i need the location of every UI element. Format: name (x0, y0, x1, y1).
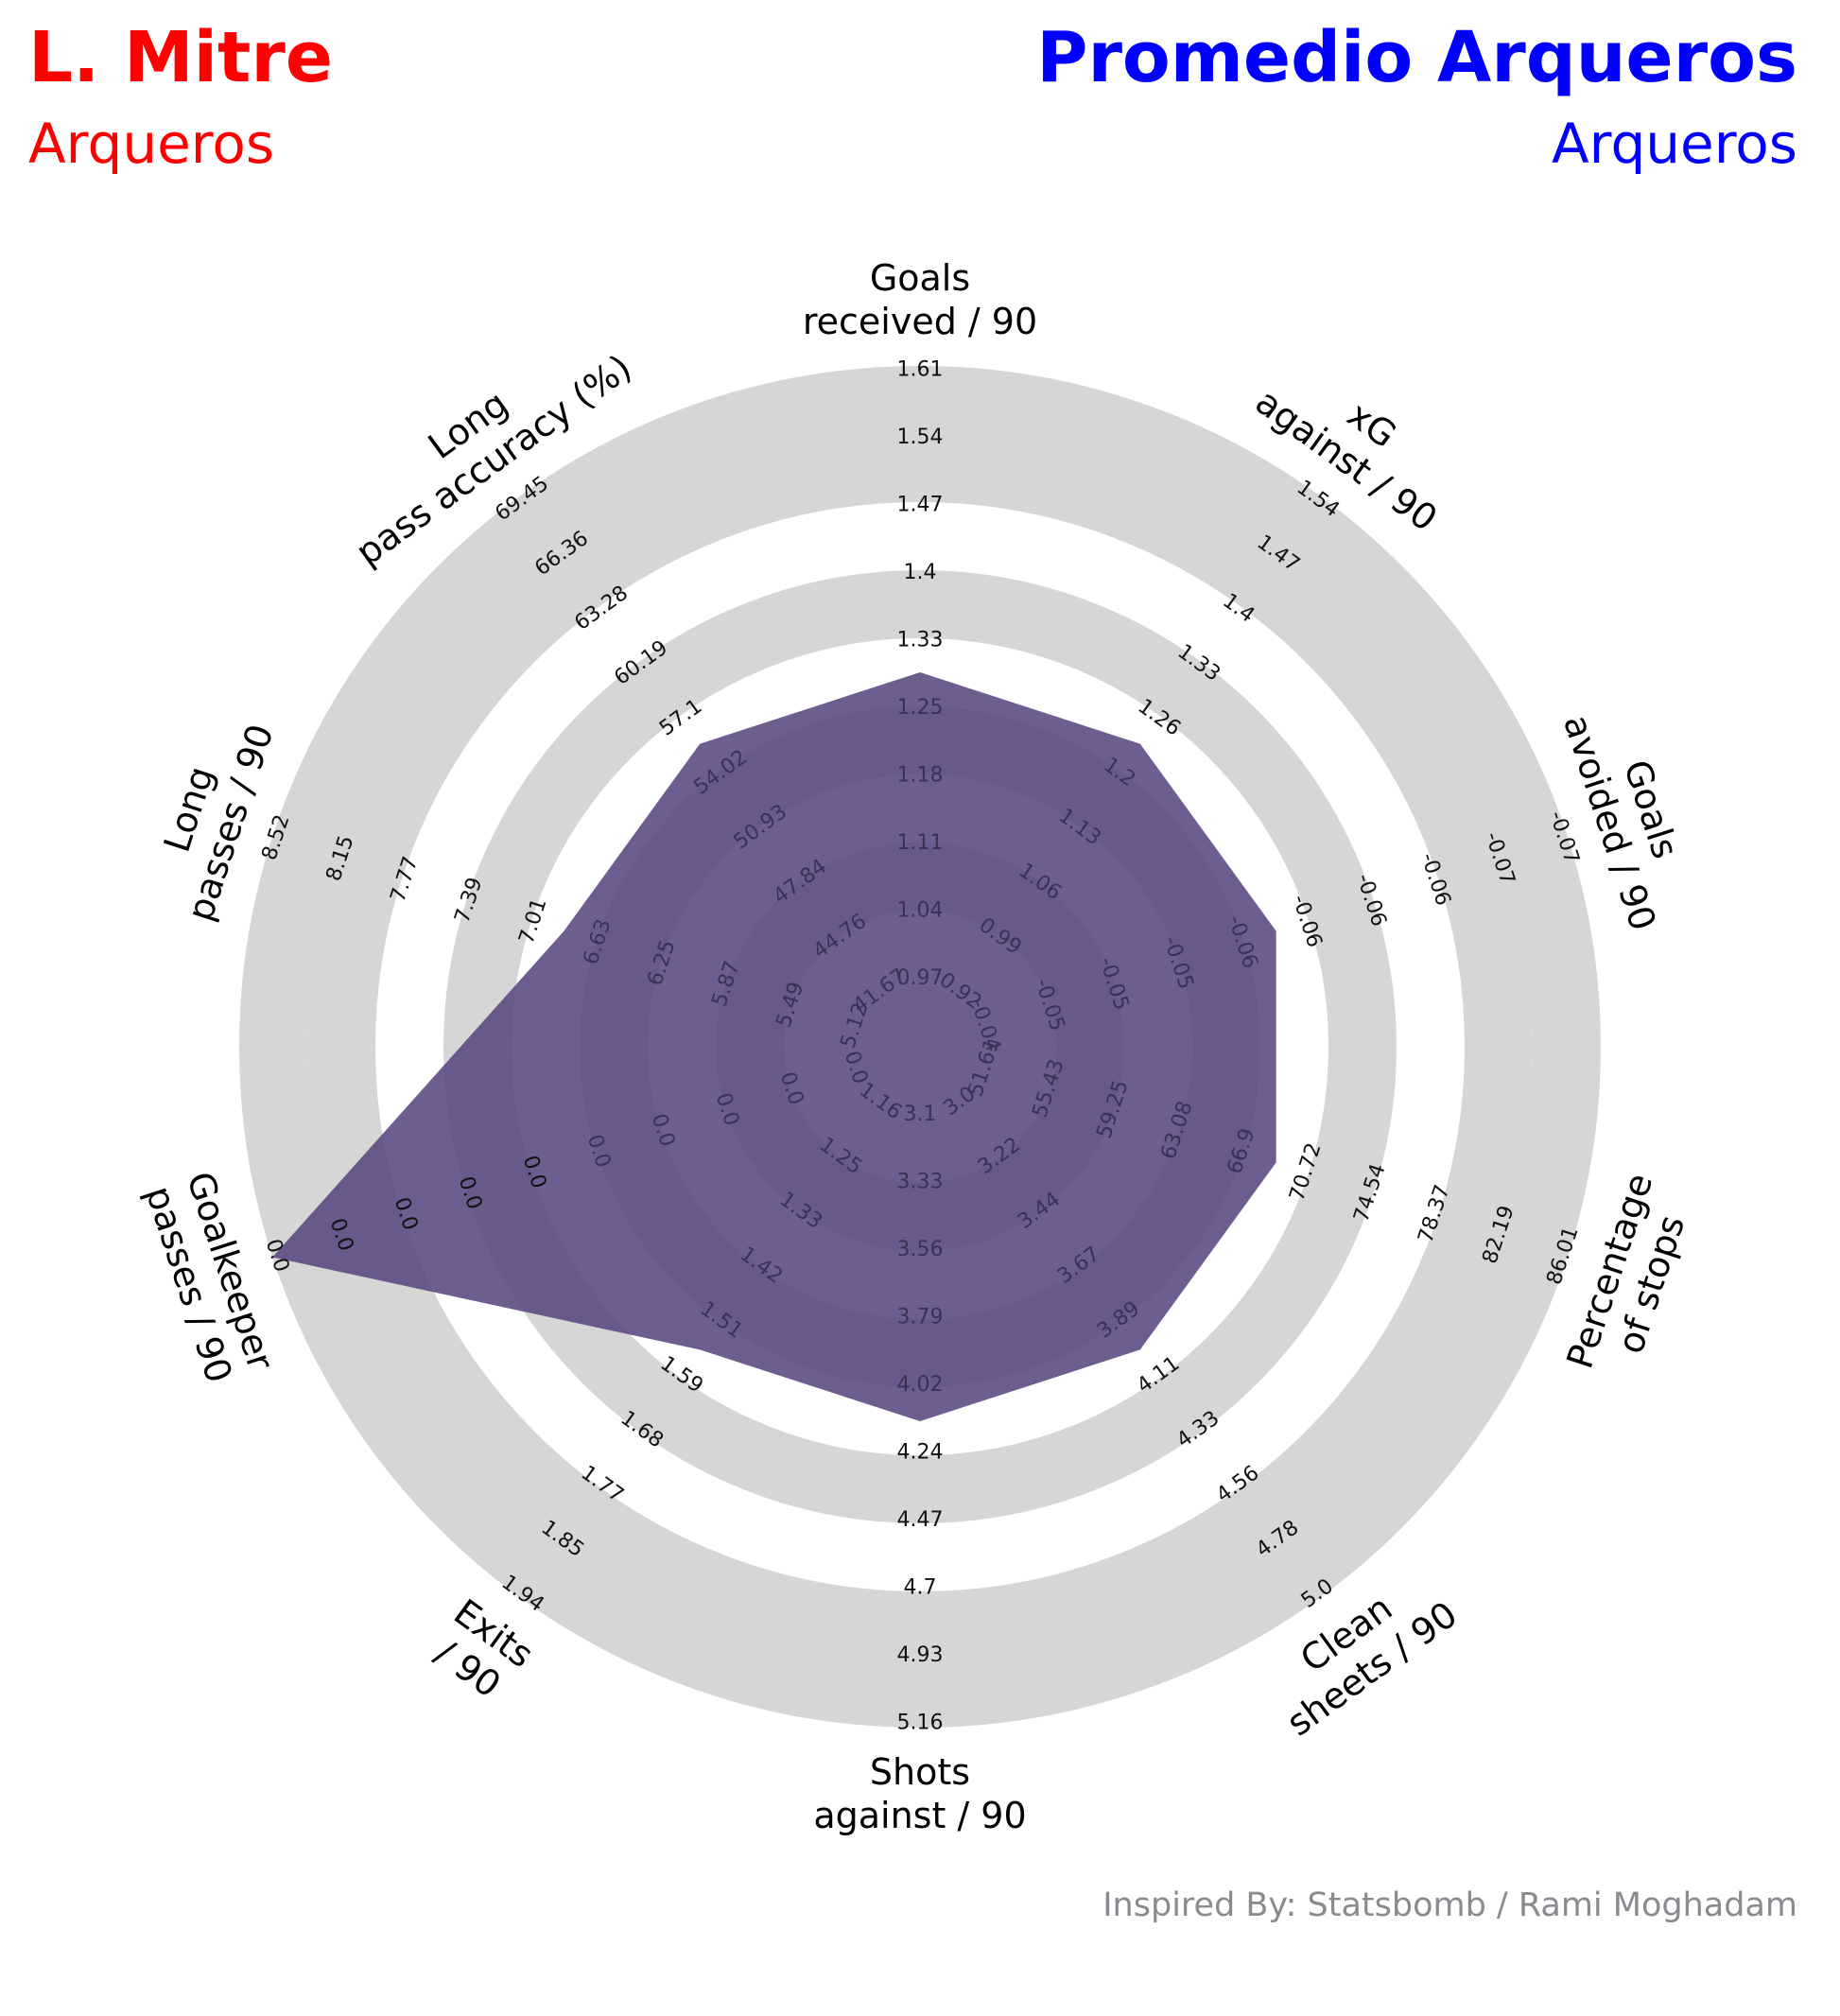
tick-label: 1.54 (897, 426, 944, 449)
tick-label: 1.11 (897, 831, 944, 855)
tick-label: 1.33 (897, 629, 944, 652)
tick-label: 3.1 (904, 1103, 937, 1126)
player-subtitle: Arqueros (28, 112, 275, 176)
tick-label: 4.93 (897, 1643, 944, 1667)
player-area (272, 672, 1276, 1421)
tick-label: 1.04 (897, 899, 944, 923)
axis-label: Exits/ 90 (421, 1591, 541, 1712)
tick-label: 1.18 (897, 764, 944, 788)
axis-label: Shots against / 90 (813, 1751, 1026, 1836)
tick-label: 4.24 (897, 1441, 944, 1465)
tick-label: 5.16 (897, 1712, 944, 1735)
tick-label: 1.61 (897, 358, 944, 382)
tick-label: 3.33 (897, 1171, 944, 1194)
tick-label: 3.79 (897, 1306, 944, 1330)
credit-text: Inspired By: Statsbomb / Rami Moghadam (1102, 1886, 1797, 1924)
tick-label: 1.25 (897, 696, 944, 720)
comparison-subtitle: Arqueros (1551, 112, 1797, 176)
tick-label: 3.56 (897, 1238, 944, 1261)
player-title: L. Mitre (28, 17, 334, 98)
ring-band-4 (307, 434, 1533, 1660)
tick-label: 1.4 (904, 561, 937, 584)
tick-label: 0.97 (897, 966, 944, 990)
tick-label: 4.7 (904, 1576, 937, 1600)
player-polygon (272, 672, 1276, 1421)
tick-label: 1.47 (897, 494, 944, 517)
axis-label: Goals received / 90 (803, 257, 1037, 342)
ring-band-outer (239, 366, 1601, 1728)
tick-label: 4.47 (897, 1508, 944, 1532)
tick-label: 4.02 (897, 1373, 944, 1397)
comparison-title: Promedio Arqueros (1036, 17, 1797, 98)
